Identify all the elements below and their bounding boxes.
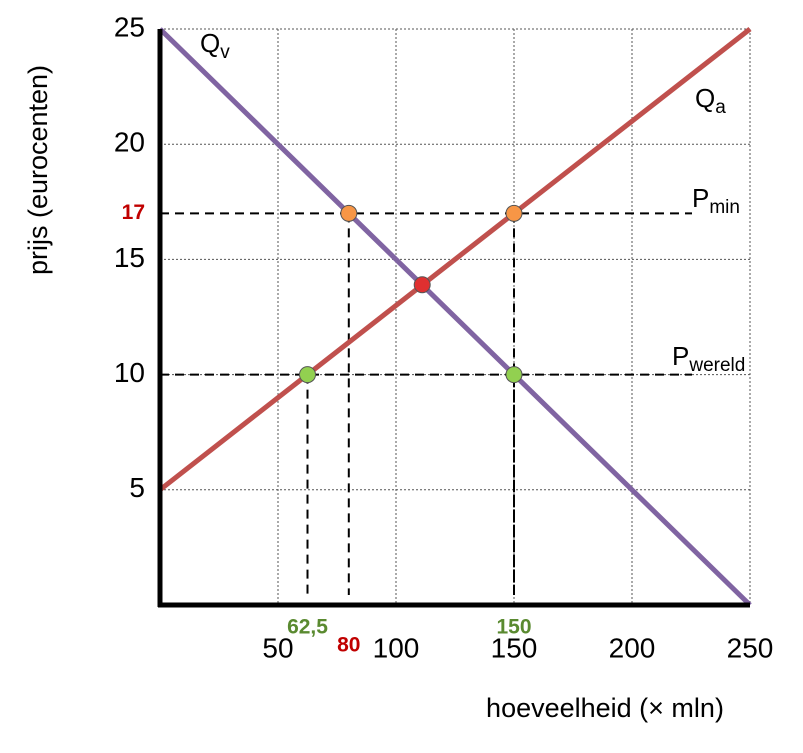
label-main: P — [692, 183, 709, 213]
label-sub: v — [220, 42, 230, 63]
series-label: Qa — [695, 83, 726, 118]
x-axis-title: hoeveelheid (× mln) — [486, 693, 724, 723]
price-line-label: Pwereld — [672, 341, 745, 376]
point — [413, 276, 431, 294]
x-annotation: 150 — [496, 616, 531, 639]
y-tick-label: 20 — [114, 127, 145, 158]
point — [299, 366, 316, 384]
series-line — [158, 27, 752, 607]
price-line-label: Pmin — [692, 183, 740, 218]
x-tick-label: 150 — [491, 632, 538, 663]
label-sub: wereld — [688, 355, 745, 376]
label-sub: a — [715, 97, 726, 118]
label-main: P — [672, 341, 689, 371]
point — [505, 366, 523, 384]
y-tick-label: 10 — [114, 357, 145, 388]
y-tick-label: 5 — [129, 472, 145, 503]
series-line — [158, 27, 752, 492]
x-tick-label: 200 — [609, 632, 656, 663]
x-annotation: 80 — [337, 634, 360, 657]
x-tick-label: 50 — [262, 632, 293, 663]
x-tick-label: 250 — [727, 632, 774, 663]
point — [340, 204, 358, 222]
series-label: Qv — [200, 28, 230, 63]
y-tick-label: 25 — [114, 11, 145, 42]
label-sub: min — [709, 197, 740, 218]
y-annotation: 17 — [122, 201, 145, 224]
label-main: Q — [200, 28, 220, 58]
y-tick-label: 15 — [114, 242, 145, 273]
x-tick-label: 100 — [373, 632, 420, 663]
y-axis-title: prijs (eurocenten) — [23, 65, 53, 275]
label-main: Q — [695, 83, 715, 113]
point — [505, 204, 523, 222]
x-annotation: 62,5 — [287, 616, 328, 639]
